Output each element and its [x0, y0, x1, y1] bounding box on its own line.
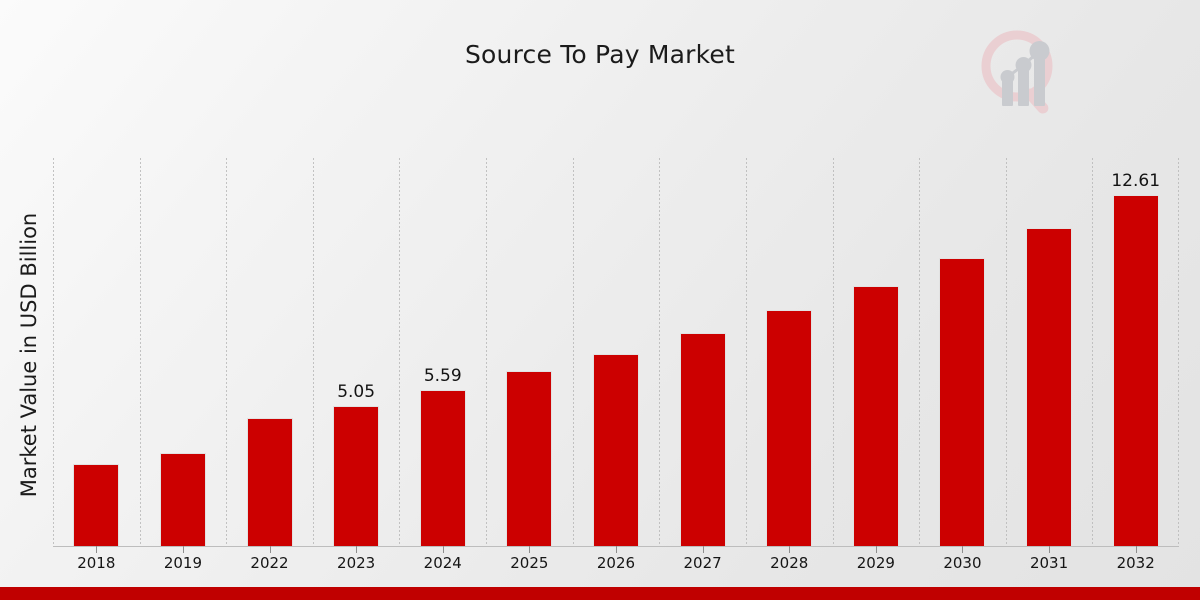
x-axis-tick-mark	[1135, 546, 1137, 553]
bar-group[interactable]: 5.59	[419, 366, 466, 546]
x-axis-tick-label: 2026	[596, 554, 636, 572]
x-axis-tick-mark	[789, 546, 791, 553]
x-axis-tick-mark	[702, 546, 704, 553]
x-axis-tick-label: 2030	[943, 554, 982, 572]
grid-line	[53, 158, 54, 546]
x-axis-tick-mark	[616, 546, 617, 553]
x-axis-tick-mark	[182, 546, 184, 553]
x-axis-tick-label: 2024	[423, 554, 462, 572]
grid-line	[312, 158, 314, 546]
grid-line	[1005, 158, 1007, 546]
x-axis-tick-label: 2032	[1116, 554, 1155, 572]
bar[interactable]	[246, 418, 293, 546]
bar-group[interactable]	[852, 286, 899, 546]
bar-group[interactable]	[506, 371, 553, 546]
bar-value-label: 5.05	[337, 382, 376, 402]
grid-line	[1178, 158, 1179, 546]
bar[interactable]	[939, 258, 986, 546]
bar[interactable]	[1112, 195, 1159, 546]
bar-group[interactable]: 5.05	[333, 382, 380, 546]
grid-line	[659, 158, 661, 546]
x-axis-tick-label: 2018	[77, 554, 116, 572]
bar[interactable]	[159, 453, 206, 546]
bar-value-label: 12.61	[1111, 171, 1161, 191]
x-axis-tick-label: 2028	[770, 554, 809, 572]
x-axis-tick-label: 2022	[250, 554, 289, 572]
x-axis-tick-label: 2027	[683, 554, 722, 572]
bar-group[interactable]	[766, 310, 813, 546]
bar[interactable]	[766, 310, 813, 546]
bar[interactable]	[333, 406, 380, 546]
x-axis-tick-label: 2029	[856, 554, 895, 572]
bar[interactable]	[73, 464, 120, 546]
x-axis-tick-mark	[875, 546, 877, 553]
x-axis-tick-mark	[269, 546, 271, 553]
bar[interactable]	[1026, 228, 1073, 546]
grid-line	[226, 158, 228, 546]
magnifier-bar-chart-logo-icon	[973, 22, 1069, 118]
bar[interactable]	[593, 354, 639, 546]
grid-line	[486, 158, 488, 546]
x-axis-tick-label: 2025	[510, 554, 549, 572]
bar-group[interactable]	[246, 418, 293, 546]
grid-line	[399, 158, 401, 546]
bar-group[interactable]: 12.61	[1111, 171, 1161, 546]
grid-line	[1092, 158, 1094, 546]
bar-group[interactable]	[939, 258, 986, 546]
bar-group[interactable]	[593, 354, 639, 546]
x-axis-tick-mark	[962, 546, 964, 553]
x-axis-tick-mark	[96, 546, 98, 553]
x-axis-tick-label: 2019	[163, 554, 202, 572]
x-axis-tick-mark	[1049, 546, 1051, 553]
grid-line	[919, 158, 921, 546]
y-axis-label: Market Value in USD Billion	[17, 212, 41, 498]
bar-group[interactable]	[679, 333, 726, 546]
grid-line	[745, 158, 747, 546]
x-axis-tick-mark	[356, 546, 358, 553]
x-axis-tick-mark	[442, 546, 444, 553]
x-axis-tick-label: 2031	[1029, 554, 1069, 572]
page-title: Source To Pay Market	[464, 40, 736, 69]
grid-line	[572, 158, 574, 546]
bar[interactable]	[852, 286, 899, 546]
bar[interactable]	[419, 390, 466, 546]
plot-area: 5.05 5.59 12.61	[53, 158, 1179, 546]
bar-group[interactable]	[1026, 228, 1073, 546]
footer-accent-bar	[0, 587, 1200, 600]
bar-group[interactable]	[73, 464, 120, 546]
bar-group[interactable]	[159, 453, 206, 546]
bar[interactable]	[679, 333, 726, 546]
grid-line	[139, 158, 141, 546]
x-axis-tick-label: 2023	[337, 554, 376, 572]
grid-line	[832, 158, 834, 546]
x-axis-tick-mark	[529, 546, 531, 553]
bar-value-label: 5.59	[423, 366, 462, 386]
bar[interactable]	[506, 371, 553, 546]
